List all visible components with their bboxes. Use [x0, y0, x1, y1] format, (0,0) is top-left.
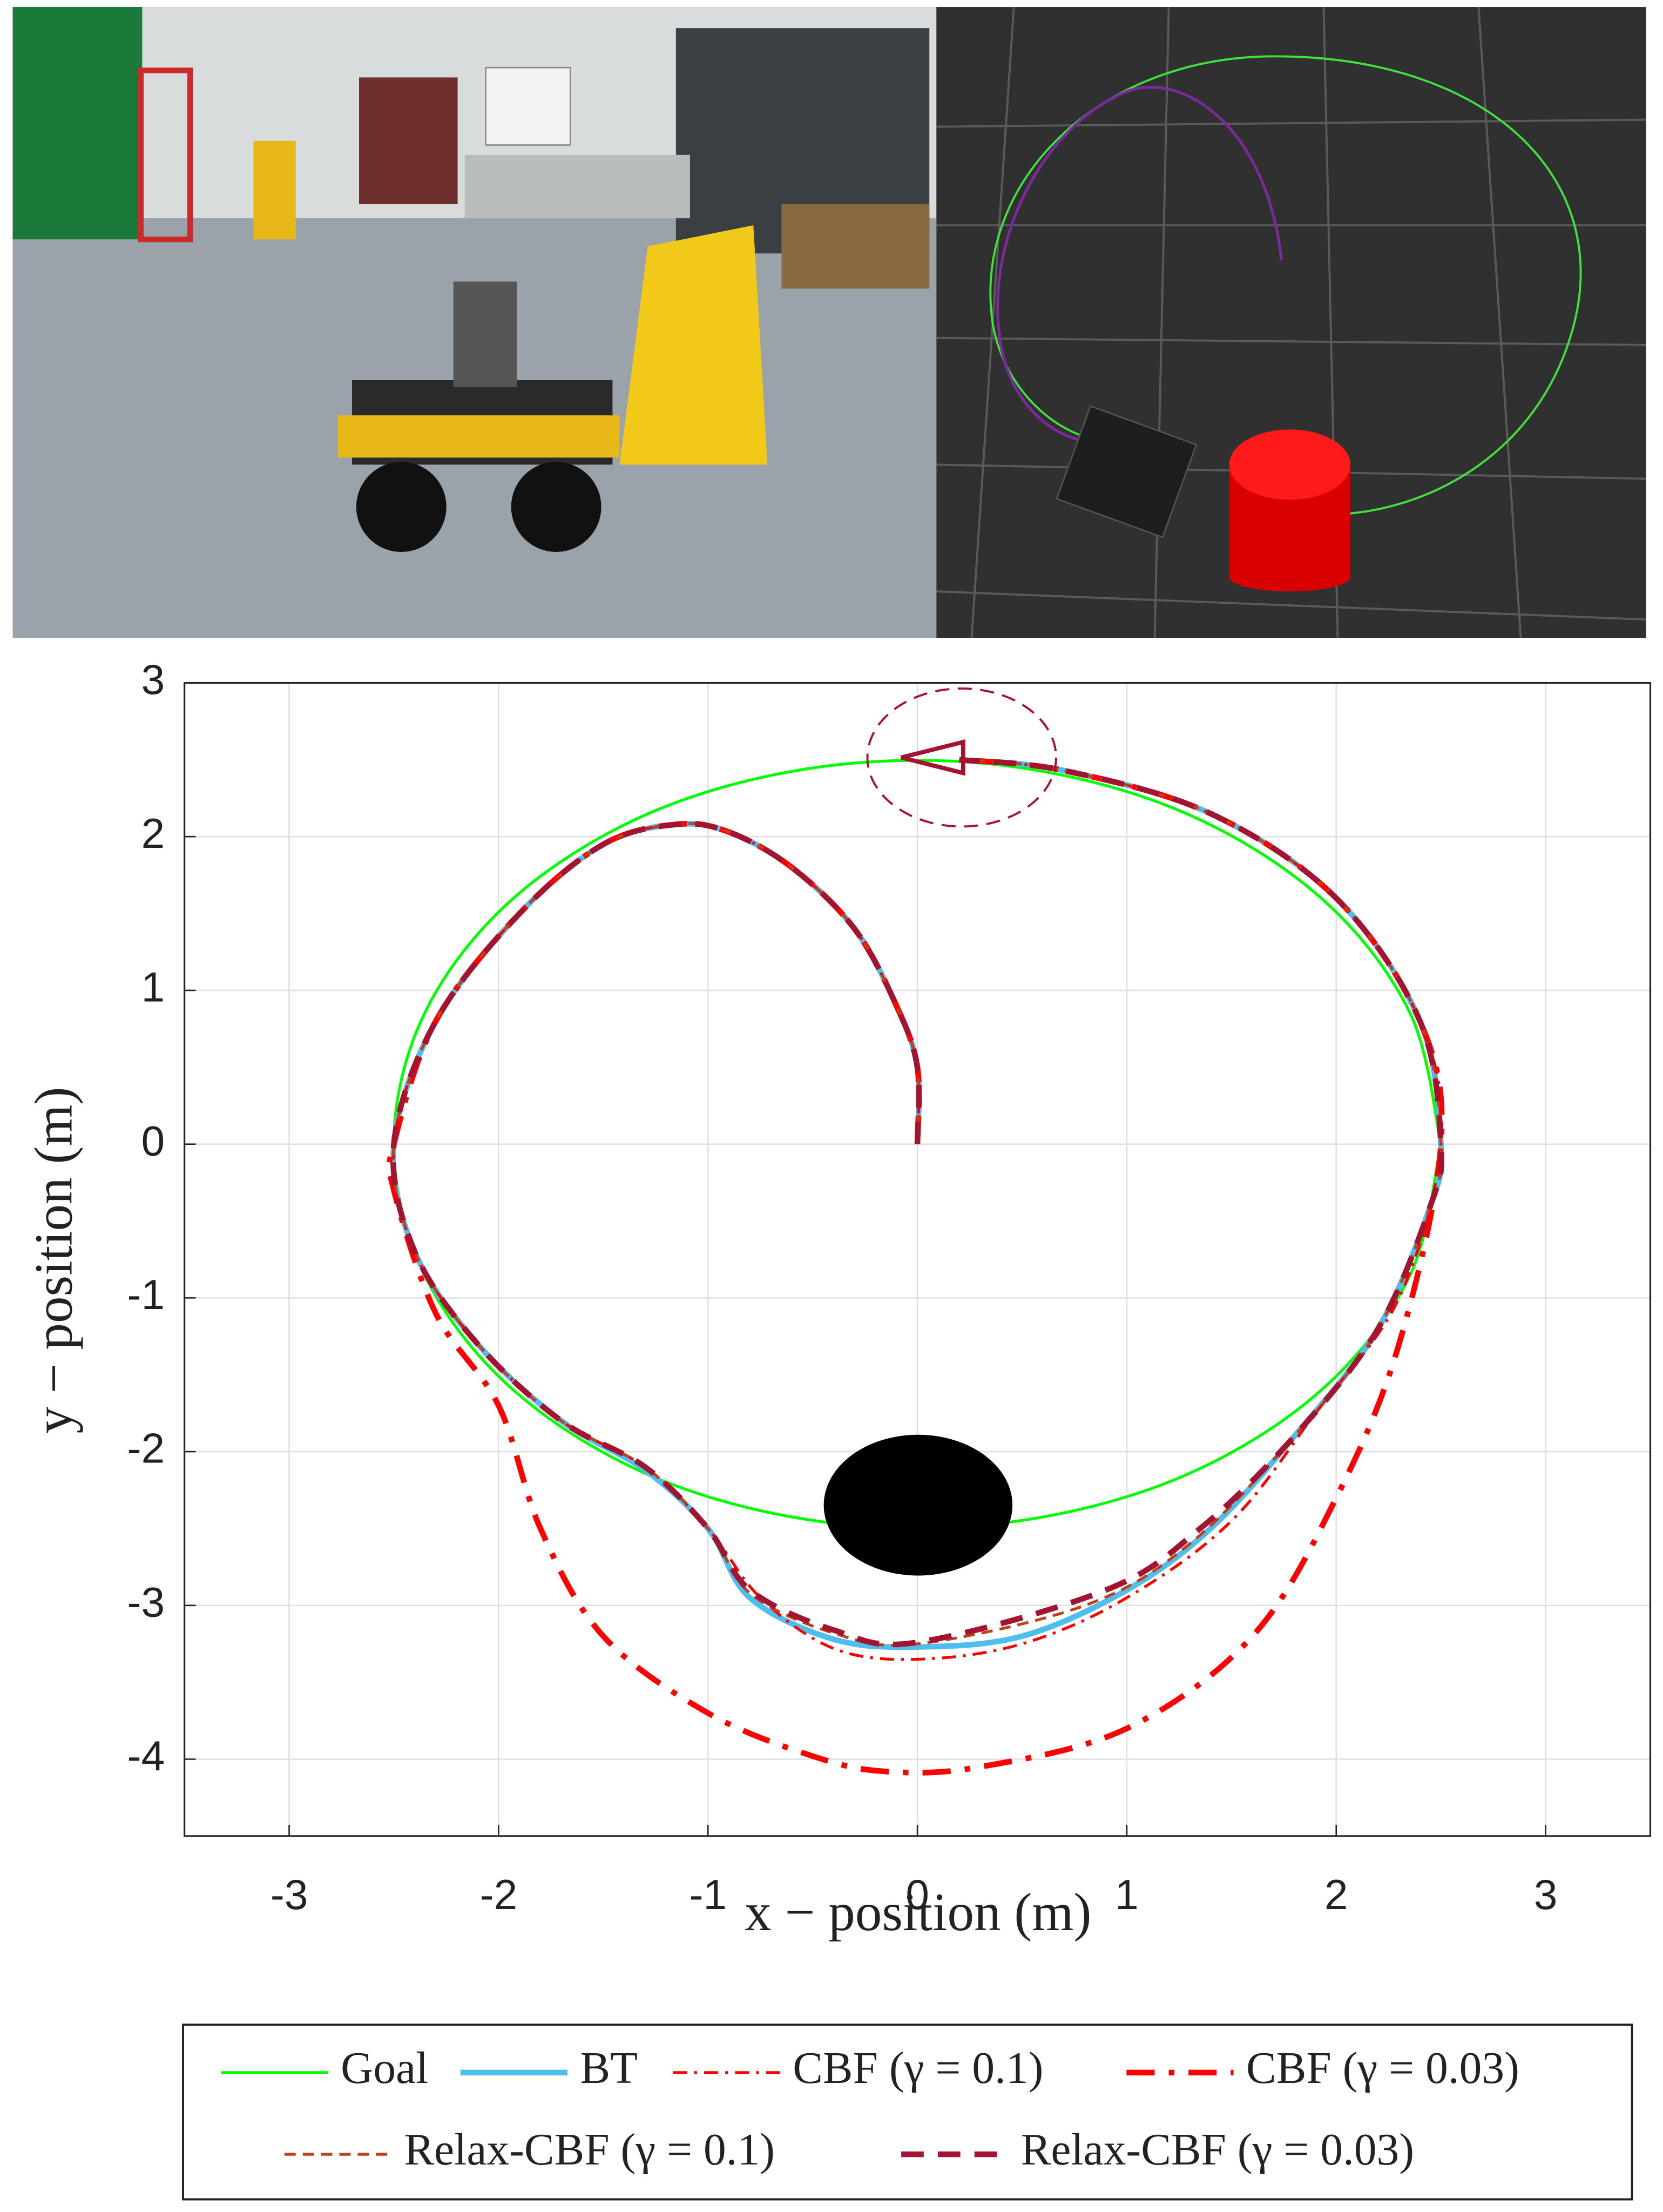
rviz-view [936, 6, 1646, 638]
y-tick-label: 1 [141, 963, 165, 1011]
legend-label: Relax-CBF (γ = 0.1) [404, 2125, 775, 2175]
end-marker [901, 739, 965, 776]
y-tick-label: -2 [127, 1425, 165, 1472]
series-line [390, 757, 1444, 1648]
series-line [386, 757, 1445, 1776]
y-tick-label: 3 [141, 656, 165, 703]
y-tick-label: -3 [127, 1578, 165, 1626]
x-tick-label: 0 [905, 1871, 929, 1918]
legend-label: Goal [341, 2044, 428, 2093]
x-tick-label: -2 [480, 1871, 518, 1918]
x-axis-label: x − position (m) [745, 1883, 1091, 1942]
y-tick-label: 2 [141, 810, 165, 857]
legend-label: CBF (γ = 0.03) [1246, 2044, 1519, 2093]
y-tick-label: -4 [127, 1732, 165, 1779]
legend [182, 2024, 1633, 2201]
x-tick-label: -3 [271, 1871, 308, 1918]
annotation-circle [866, 687, 1057, 828]
obstacle [823, 1434, 1013, 1576]
legend-label: BT [580, 2044, 638, 2093]
x-tick-label: 2 [1324, 1871, 1348, 1918]
lab-photo [12, 7, 937, 638]
x-tick-label: 3 [1534, 1871, 1558, 1918]
y-tick-label: -1 [127, 1271, 165, 1318]
y-tick-label: 0 [141, 1117, 165, 1164]
y-axis-label: y − position (m) [24, 1087, 83, 1433]
x-tick-label: 1 [1115, 1871, 1139, 1918]
legend-label: Relax-CBF (γ = 0.03) [1021, 2125, 1414, 2175]
x-tick-label: -1 [689, 1871, 727, 1918]
legend-label: CBF (γ = 0.1) [793, 2044, 1043, 2093]
